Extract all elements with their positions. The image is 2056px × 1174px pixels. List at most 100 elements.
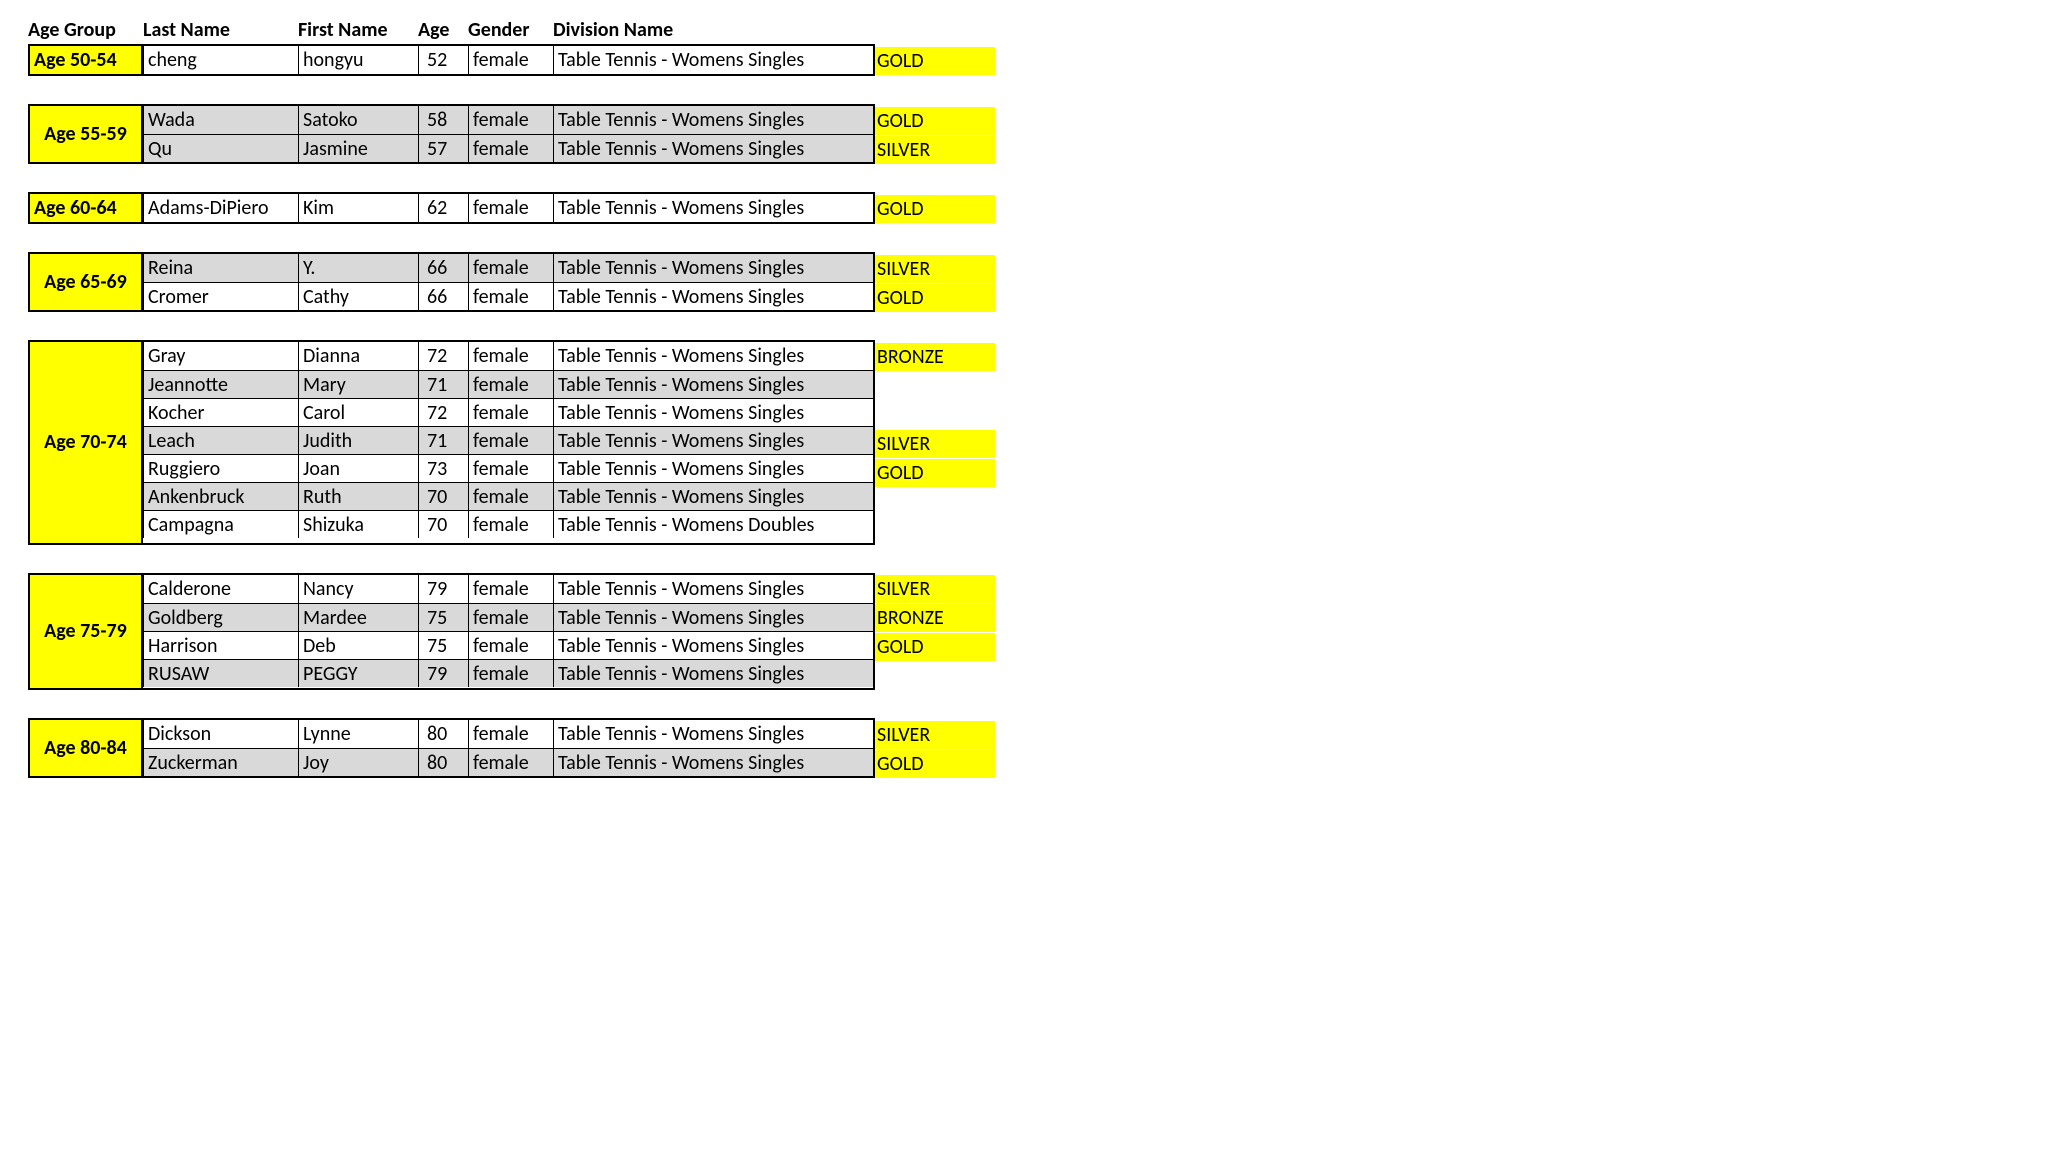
medal-cell: BRONZE	[875, 343, 995, 371]
cell-division: Table Tennis - Womens Singles	[553, 134, 873, 162]
cell-gender: female	[468, 575, 553, 603]
cell-division: Table Tennis - Womens Singles	[553, 194, 873, 222]
cell-division: Table Tennis - Womens Singles	[553, 282, 873, 310]
cell-division: Table Tennis - Womens Singles	[553, 342, 873, 370]
cell-division: Table Tennis - Womens Singles	[553, 454, 873, 482]
cell-last-name: Campagna	[143, 510, 298, 538]
cell-age: 70	[418, 510, 468, 538]
cell-gender: female	[468, 254, 553, 282]
medal-cell: SILVER	[875, 721, 995, 749]
cell-gender: female	[468, 603, 553, 631]
cell-age: 71	[418, 426, 468, 454]
table-row: Adams-DiPieroKim62femaleTable Tennis - W…	[143, 194, 873, 222]
age-group-rows: WadaSatoko58femaleTable Tennis - Womens …	[143, 104, 875, 164]
cell-division: Table Tennis - Womens Singles	[553, 575, 873, 603]
cell-first-name: hongyu	[298, 46, 418, 74]
cell-last-name: Dickson	[143, 720, 298, 748]
cell-gender: female	[468, 194, 553, 222]
table-row: CalderoneNancy79femaleTable Tennis - Wom…	[143, 575, 873, 603]
medal-cell: BRONZE	[875, 604, 995, 632]
cell-gender: female	[468, 510, 553, 538]
cell-last-name: Harrison	[143, 631, 298, 659]
header-division: Division Name	[553, 18, 873, 42]
cell-first-name: Satoko	[298, 106, 418, 134]
cell-first-name: Joy	[298, 748, 418, 776]
cell-division: Table Tennis - Womens Singles	[553, 370, 873, 398]
cell-division: Table Tennis - Womens Singles	[553, 254, 873, 282]
cell-division: Table Tennis - Womens Singles	[553, 659, 873, 687]
table-row: chenghongyu52femaleTable Tennis - Womens…	[143, 46, 873, 74]
cell-division: Table Tennis - Womens Singles	[553, 748, 873, 776]
age-group: Age 65-69ReinaY.66femaleTable Tennis - W…	[28, 252, 2028, 312]
medal-cell	[875, 401, 995, 429]
cell-last-name: Ankenbruck	[143, 482, 298, 510]
medal-cell	[875, 372, 995, 400]
age-group-rows: ReinaY.66femaleTable Tennis - Womens Sin…	[143, 252, 875, 312]
age-group-medals: SILVERGOLD	[875, 721, 995, 779]
header-age-group: Age Group	[28, 18, 143, 42]
age-group-label: Age 55-59	[28, 104, 143, 164]
cell-last-name: Wada	[143, 106, 298, 134]
header-first-name: First Name	[298, 18, 418, 42]
cell-gender: female	[468, 342, 553, 370]
cell-first-name: Carol	[298, 398, 418, 426]
age-group: Age 55-59WadaSatoko58femaleTable Tennis …	[28, 104, 2028, 164]
cell-gender: female	[468, 426, 553, 454]
age-group-rows: chenghongyu52femaleTable Tennis - Womens…	[143, 44, 875, 76]
table-row: JeannotteMary71femaleTable Tennis - Wome…	[143, 370, 873, 398]
cell-first-name: Mary	[298, 370, 418, 398]
cell-last-name: Jeannotte	[143, 370, 298, 398]
age-group-label: Age 80-84	[28, 718, 143, 778]
cell-last-name: Cromer	[143, 282, 298, 310]
age-group-medals: GOLD	[875, 195, 995, 225]
cell-gender: female	[468, 282, 553, 310]
cell-age: 72	[418, 342, 468, 370]
age-group-rows: GrayDianna72femaleTable Tennis - Womens …	[143, 340, 875, 545]
table-row: GrayDianna72femaleTable Tennis - Womens …	[143, 342, 873, 370]
medal-cell: GOLD	[875, 633, 995, 661]
age-group-rows: CalderoneNancy79femaleTable Tennis - Wom…	[143, 573, 875, 691]
medal-cell: GOLD	[875, 195, 995, 223]
medal-cell: SILVER	[875, 430, 995, 458]
header-last-name: Last Name	[143, 18, 298, 42]
cell-division: Table Tennis - Womens Singles	[553, 720, 873, 748]
cell-first-name: PEGGY	[298, 659, 418, 687]
cell-age: 75	[418, 631, 468, 659]
cell-last-name: Calderone	[143, 575, 298, 603]
cell-first-name: Y.	[298, 254, 418, 282]
header-gender: Gender	[468, 18, 553, 42]
cell-age: 66	[418, 282, 468, 310]
table-row: ReinaY.66femaleTable Tennis - Womens Sin…	[143, 254, 873, 282]
medal-cell: GOLD	[875, 750, 995, 778]
table-row: ZuckermanJoy80femaleTable Tennis - Women…	[143, 748, 873, 776]
cell-division: Table Tennis - Womens Singles	[553, 603, 873, 631]
cell-first-name: Lynne	[298, 720, 418, 748]
cell-division: Table Tennis - Womens Singles	[553, 631, 873, 659]
cell-division: Table Tennis - Womens Singles	[553, 398, 873, 426]
header-age: Age	[418, 18, 468, 42]
medal-cell: GOLD	[875, 459, 995, 487]
cell-last-name: Reina	[143, 254, 298, 282]
age-group-label: Age 50-54	[28, 44, 143, 76]
cell-age: 62	[418, 194, 468, 222]
cell-age: 79	[418, 575, 468, 603]
cell-first-name: Joan	[298, 454, 418, 482]
cell-first-name: Dianna	[298, 342, 418, 370]
cell-gender: female	[468, 482, 553, 510]
age-group-label: Age 75-79	[28, 573, 143, 691]
table-row: QuJasmine57femaleTable Tennis - Womens S…	[143, 134, 873, 162]
cell-gender: female	[468, 134, 553, 162]
cell-age: 79	[418, 659, 468, 687]
cell-first-name: Shizuka	[298, 510, 418, 538]
cell-age: 73	[418, 454, 468, 482]
cell-first-name: Kim	[298, 194, 418, 222]
table-row: KocherCarol72femaleTable Tennis - Womens…	[143, 398, 873, 426]
age-group-label: Age 65-69	[28, 252, 143, 312]
cell-age: 75	[418, 603, 468, 631]
table-row: DicksonLynne80femaleTable Tennis - Women…	[143, 720, 873, 748]
age-group-medals: GOLDSILVER	[875, 107, 995, 165]
cell-age: 57	[418, 134, 468, 162]
cell-division: Table Tennis - Womens Singles	[553, 106, 873, 134]
age-group: Age 75-79CalderoneNancy79femaleTable Ten…	[28, 573, 2028, 691]
cell-gender: female	[468, 720, 553, 748]
